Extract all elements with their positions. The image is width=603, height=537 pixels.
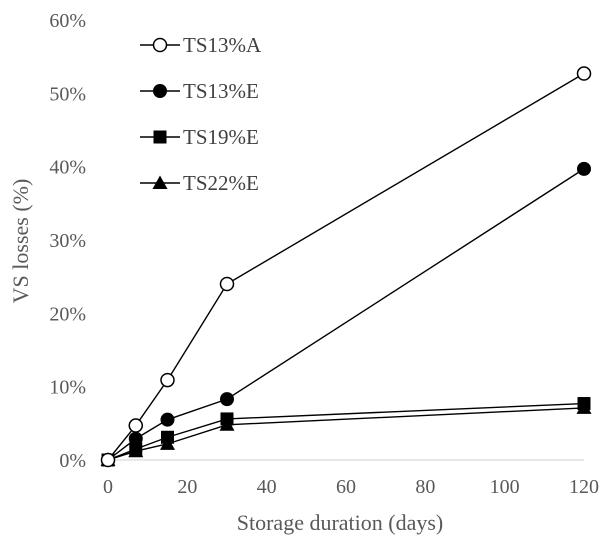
y-tick-label: 0% <box>59 450 86 472</box>
x-tick-label: 120 <box>569 476 599 498</box>
data-point-ts13-e <box>577 161 591 176</box>
y-tick-labels: 0% 10% 20% 30% 40% 50% 60% <box>49 10 86 472</box>
data-point-ts19-e <box>129 442 143 456</box>
legend-label: TS13%E <box>183 79 259 103</box>
data-point-ts13-a <box>100 452 116 468</box>
data-point-ts13-a <box>576 66 592 81</box>
series-ts19-e <box>101 397 591 467</box>
legend-marker <box>153 84 167 98</box>
data-point-ts13-a <box>160 372 175 388</box>
legend: TS13%A TS13%E TS19%E TS22%E <box>140 33 262 195</box>
series-layer <box>100 66 592 468</box>
y-tick-label: 20% <box>49 303 86 325</box>
series-line-ts13-a <box>107 72 585 461</box>
data-point-ts13-a <box>219 276 235 292</box>
data-point-ts19-e <box>161 430 174 444</box>
y-tick-label: 30% <box>49 230 86 252</box>
data-point-ts19-e <box>220 412 234 426</box>
y-axis-title: VS losses (%) <box>8 179 33 304</box>
x-tick-label: 0 <box>103 476 113 498</box>
legend-label: TS19%E <box>183 125 259 149</box>
x-tick-label: 100 <box>490 476 520 498</box>
y-tick-label: 10% <box>49 377 86 399</box>
x-tick-label: 80 <box>415 476 435 498</box>
data-point-ts13-e <box>160 412 175 427</box>
y-tick-label: 50% <box>49 83 86 105</box>
legend-label: TS13%A <box>183 33 262 57</box>
series-line-ts13-e <box>107 168 585 461</box>
legend-item-ts13-e: TS13%E <box>140 79 259 103</box>
data-point-ts13-a <box>128 418 144 433</box>
x-tick-label: 20 <box>177 476 197 498</box>
x-tick-labels: 0 20 40 60 80 100 120 <box>103 476 599 498</box>
x-axis-title: Storage duration (days) <box>237 510 444 535</box>
y-tick-label: 60% <box>49 10 86 32</box>
x-tick-label: 60 <box>336 476 356 498</box>
data-point-ts13-e <box>128 431 143 446</box>
series-ts13-a <box>100 66 592 468</box>
data-point-ts19-e <box>577 397 591 411</box>
legend-label: TS22%E <box>183 171 259 195</box>
legend-marker <box>152 175 168 189</box>
y-tick-label: 40% <box>49 157 86 179</box>
x-tick-label: 40 <box>257 476 277 498</box>
series-ts13-e <box>101 161 591 467</box>
legend-marker <box>153 130 167 144</box>
data-point-ts13-e <box>220 392 234 407</box>
legend-item-ts19-e: TS19%E <box>140 125 259 149</box>
legend-item-ts13-a: TS13%A <box>140 33 262 57</box>
legend-item-ts22-e: TS22%E <box>140 171 259 195</box>
series-ts22-e <box>100 400 592 466</box>
legend-marker <box>152 37 168 53</box>
